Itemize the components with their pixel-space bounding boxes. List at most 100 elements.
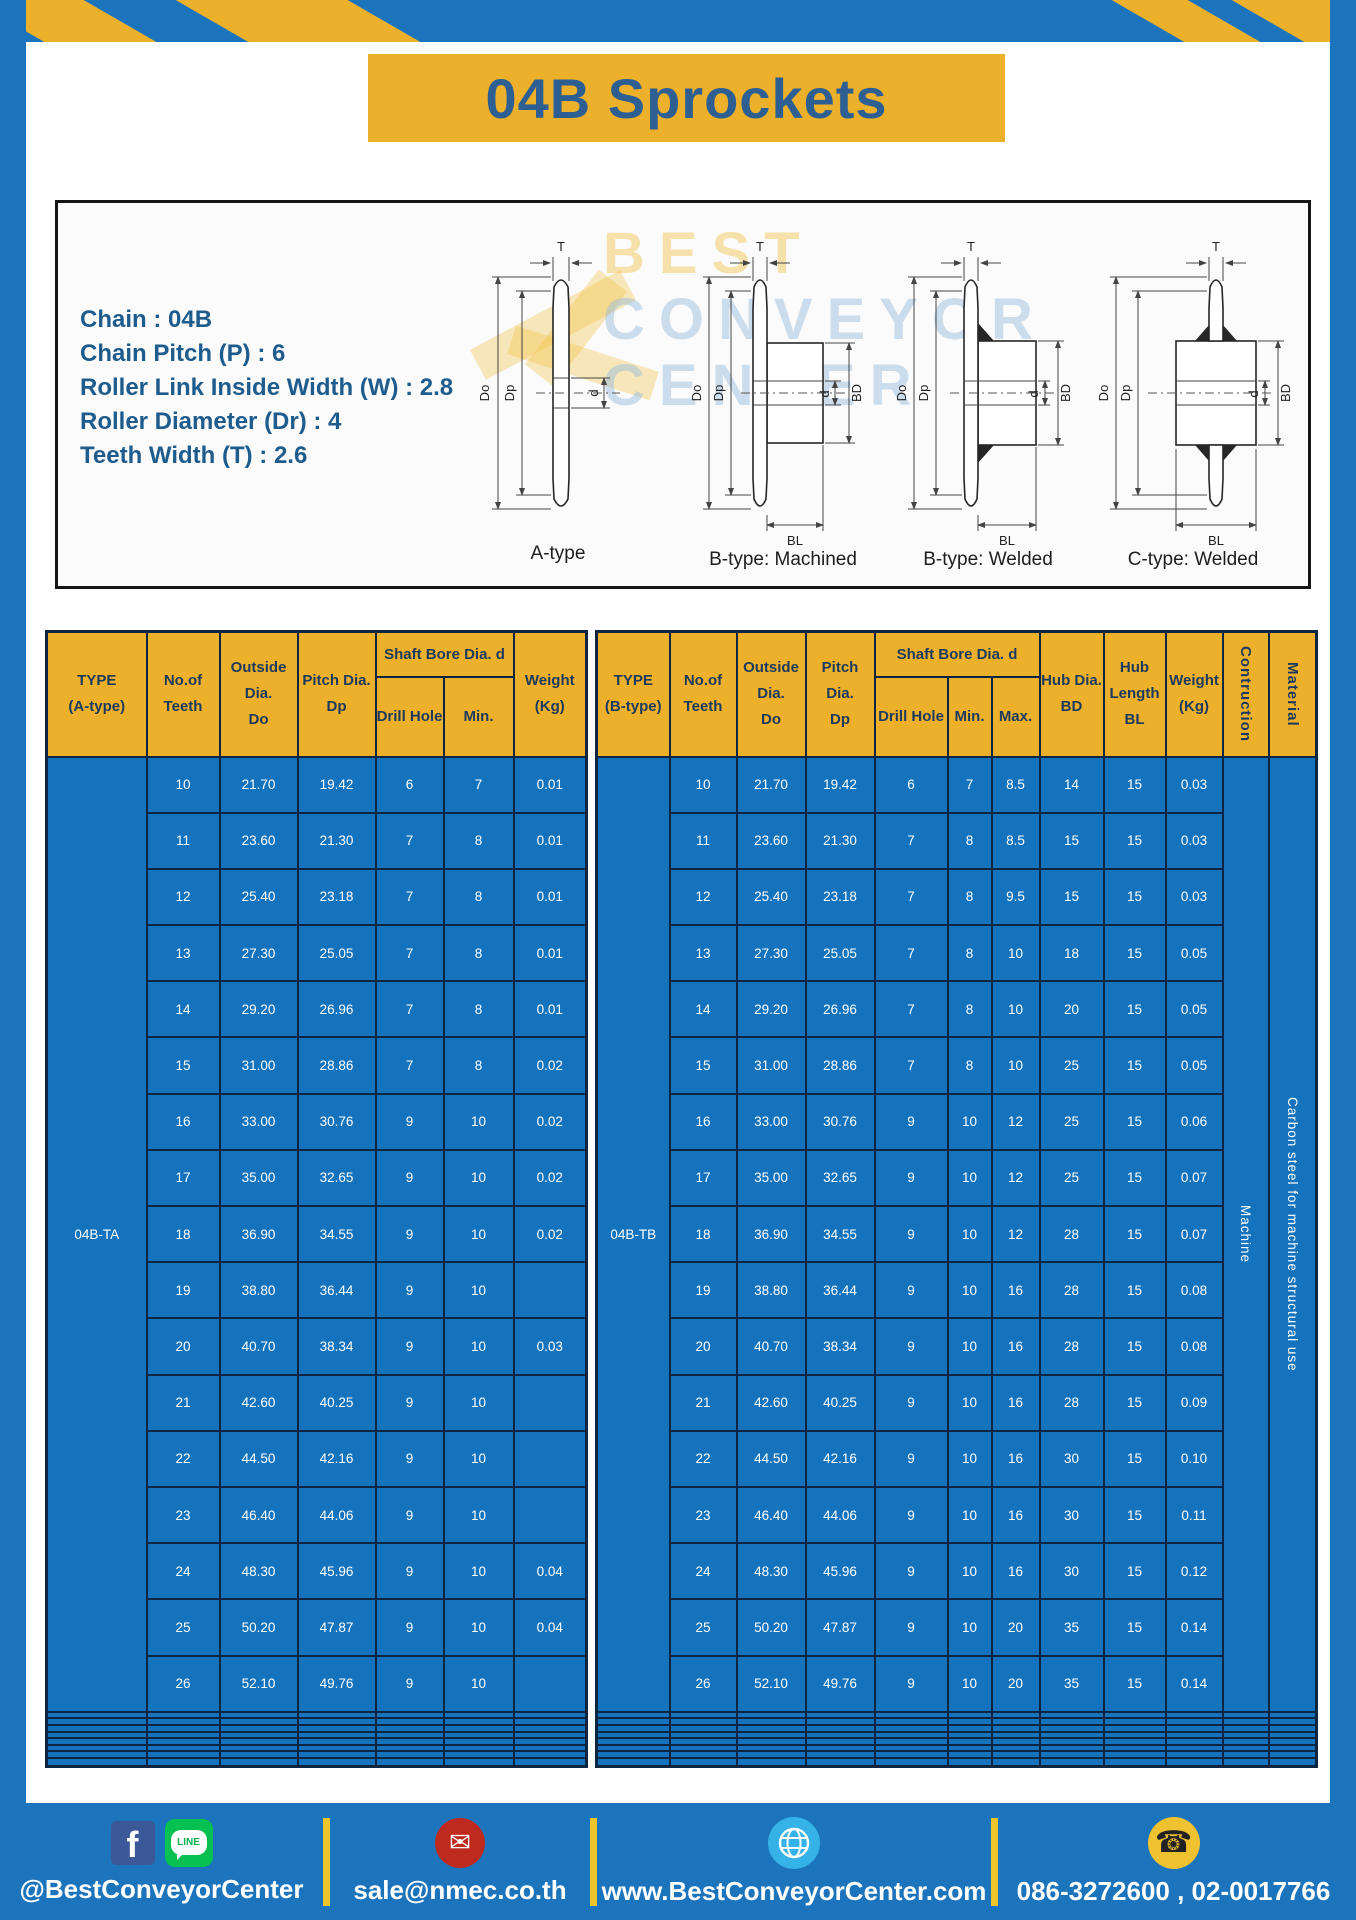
- table-cell: 11: [668, 811, 738, 870]
- table-cell: [668, 1743, 738, 1753]
- table-cell: 19.42: [296, 755, 377, 814]
- table-cell: [1038, 1757, 1105, 1768]
- table-cell: 15: [145, 1036, 221, 1095]
- dim-label-t: T: [557, 239, 565, 254]
- spec-line: Roller Link Inside Width (W) : 2.8: [80, 374, 454, 401]
- table-cell: 15: [668, 1036, 738, 1095]
- table-cell: 9: [873, 1429, 949, 1488]
- table-cell: [735, 1757, 807, 1768]
- table-cell: 15: [1102, 755, 1167, 814]
- table-cell: 0.10: [1164, 1429, 1224, 1488]
- table-cell: 25: [145, 1598, 221, 1657]
- table-cell: 9: [374, 1148, 445, 1208]
- type-value-cell: 04B-TA: [45, 755, 148, 1713]
- col-header-hub-length: Hub Length BL: [1102, 630, 1167, 758]
- table-row: 21 42.60 40.25 9 10 16 28 15 0.09: [597, 1373, 1317, 1432]
- empty-row: [45, 1737, 588, 1746]
- table-cell: 10: [946, 1542, 993, 1601]
- table-cell: 15: [1038, 867, 1105, 927]
- table-cell: 7: [442, 755, 515, 814]
- table-cell: 10: [946, 1317, 993, 1376]
- table-cell: 10: [442, 1373, 515, 1432]
- table-cell: 25: [1038, 1092, 1105, 1151]
- table-cell: [1221, 1737, 1270, 1746]
- table-cell: [145, 1737, 221, 1746]
- table-cell: [1267, 1730, 1318, 1740]
- table-cell: 7: [873, 980, 949, 1039]
- table-cell: [1038, 1723, 1105, 1733]
- table-cell: 9: [873, 1204, 949, 1264]
- empty-row: [595, 1723, 1318, 1733]
- table-cell: [45, 1717, 148, 1726]
- col-header-shaft-bore: Shaft Bore Dia. d: [374, 630, 515, 678]
- empty-row: [595, 1750, 1318, 1759]
- table-cell: 9: [873, 1654, 949, 1713]
- mail-icon: ✉: [435, 1817, 485, 1868]
- col-header-weight: Weight (Kg): [1164, 630, 1224, 758]
- table-cell: 20: [990, 1598, 1041, 1657]
- table-cell: 21.30: [804, 811, 876, 870]
- table-cell: [1102, 1750, 1167, 1759]
- table-cell: 21: [668, 1373, 738, 1432]
- table-row: 12 25.40 23.18 7 8 9.5 15 15 0.03: [597, 867, 1317, 927]
- col-header-weight: Weight (Kg): [512, 630, 588, 758]
- table-cell: 33.00: [735, 1092, 807, 1151]
- table-row: 22 44.50 42.16 9 10: [47, 1429, 588, 1488]
- table-cell: 9: [873, 1373, 949, 1432]
- table-cell: 28: [1038, 1204, 1105, 1264]
- phone-numbers: 086-3272600 , 02-0017766: [1016, 1875, 1331, 1906]
- table-cell: 10: [442, 1598, 515, 1657]
- table-cell: [296, 1743, 377, 1753]
- construction-value-cell: Machine: [1221, 755, 1270, 1713]
- table-cell: 10: [442, 1542, 515, 1601]
- table-cell: 23.18: [804, 867, 876, 927]
- page-title: 04B Sprockets: [485, 66, 888, 130]
- table-cell: 18: [1038, 924, 1105, 983]
- table-cell: 12: [990, 1148, 1041, 1208]
- table-cell: 0.08: [1164, 1317, 1224, 1376]
- table-cell: 0.02: [512, 1092, 588, 1151]
- table-cell: 9: [374, 1204, 445, 1264]
- table-cell: 14: [668, 980, 738, 1039]
- table-cell: 21.30: [296, 811, 377, 870]
- table-cell: 21.70: [735, 755, 807, 814]
- table-cell: 36.44: [296, 1261, 377, 1320]
- table-cell: [374, 1757, 445, 1768]
- table-cell: [45, 1743, 148, 1753]
- table-cell: 23: [145, 1485, 221, 1545]
- dim-label-d: d: [586, 389, 601, 396]
- drawing-caption-b-machined: B-type: Machined: [709, 549, 857, 570]
- table-cell: [442, 1737, 515, 1746]
- table-cell: 15: [1102, 924, 1167, 983]
- table-cell: 36.90: [218, 1204, 299, 1264]
- table-cell: [1221, 1717, 1270, 1726]
- table-cell: 27.30: [218, 924, 299, 983]
- table-cell: 6: [374, 755, 445, 814]
- table-cell: 10: [946, 1261, 993, 1320]
- table-cell: 7: [946, 755, 993, 814]
- table-cell: [1102, 1710, 1167, 1720]
- table-cell: 27.30: [735, 924, 807, 983]
- table-cell: 25.05: [804, 924, 876, 983]
- table-cell: 25.05: [296, 924, 377, 983]
- table-cell: 30: [1038, 1485, 1105, 1545]
- table-cell: 44.06: [296, 1485, 377, 1545]
- table-cell: 28: [1038, 1373, 1105, 1432]
- table-cell: 11: [145, 811, 221, 870]
- table-b-body: 04B-TB 10 21.70 19.42 6 7 8.5 14 15 0.03 Machine Ca…: [595, 755, 1318, 1768]
- table-cell: 7: [873, 1036, 949, 1095]
- footer-social-section: f LINE @BestConveyorCenter: [0, 1803, 323, 1920]
- table-cell: [595, 1737, 671, 1746]
- table-cell: 30: [1038, 1542, 1105, 1601]
- table-cell: 0.14: [1164, 1598, 1224, 1657]
- table-cell: 10: [990, 1036, 1041, 1095]
- table-row: 19 38.80 36.44 9 10 16 28 15 0.08: [597, 1261, 1317, 1320]
- table-cell: 9: [374, 1485, 445, 1545]
- dim-label-dp: Dp: [916, 385, 931, 402]
- table-cell: 16: [145, 1092, 221, 1151]
- dim-label-d: d: [1026, 390, 1041, 397]
- table-cell: [1038, 1737, 1105, 1746]
- table-cell: [145, 1717, 221, 1726]
- table-cell: 35: [1038, 1654, 1105, 1713]
- spec-line: Roller Diameter (Dr) : 4: [80, 408, 342, 435]
